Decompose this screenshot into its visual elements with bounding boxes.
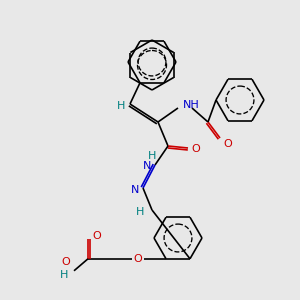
Text: O: O bbox=[93, 231, 101, 241]
Text: H: H bbox=[148, 151, 156, 161]
Text: O: O bbox=[134, 254, 142, 264]
Text: O: O bbox=[61, 257, 70, 267]
Text: H: H bbox=[60, 270, 68, 280]
Text: NH: NH bbox=[183, 100, 200, 110]
Text: H: H bbox=[136, 207, 144, 217]
Text: N: N bbox=[131, 185, 139, 195]
Text: O: O bbox=[192, 144, 200, 154]
Text: H: H bbox=[117, 101, 125, 111]
Text: N: N bbox=[143, 161, 151, 171]
Text: O: O bbox=[224, 139, 232, 149]
